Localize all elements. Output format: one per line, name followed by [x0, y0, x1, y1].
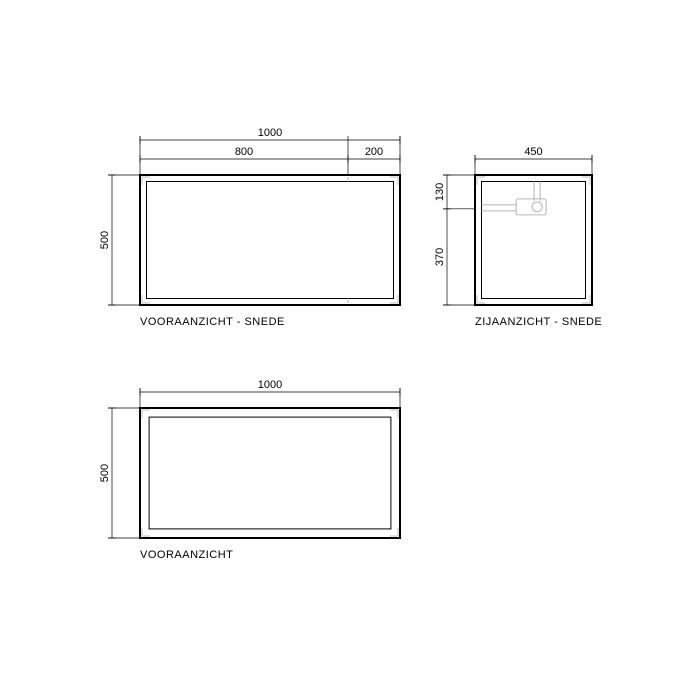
front-vdim-0-label: 500	[99, 464, 111, 482]
side_section-vdim-1: 370	[434, 209, 451, 305]
side_section-hdim-0-label: 450	[524, 146, 542, 158]
front_section-vdim-0-label: 500	[99, 231, 111, 249]
technical-drawing: VOORAANZICHT - SNEDE 1000 800 200 500 ZIJAANZ…	[0, 0, 700, 700]
side_section-vdim-1-label: 370	[434, 248, 446, 266]
side_section-hdim-0: 450	[475, 146, 592, 163]
side_section-vdim-0: 130	[434, 175, 451, 209]
front_section-caption: VOORAANZICHT - SNEDE	[140, 316, 285, 328]
front-caption: VOORAANZICHT	[140, 549, 233, 561]
view-front: VOORAANZICHT	[108, 388, 400, 561]
front_section-hdim-1: 800	[140, 146, 348, 163]
front-inner-box	[149, 417, 391, 529]
front-outer-box	[140, 408, 400, 538]
view-side_section: ZIJAANZICHT - SNEDE	[443, 155, 602, 328]
side_section-outer-box	[475, 175, 592, 305]
front-hdim-0-label: 1000	[258, 379, 282, 391]
side_section-vdim-0-label: 130	[434, 183, 446, 201]
front_section-hdim-0-label: 1000	[258, 127, 282, 139]
front_section-vdim-0: 500	[99, 175, 116, 305]
front_section-outer-box	[140, 175, 400, 305]
front_section-hdim-2: 200	[348, 146, 400, 163]
trap-detail	[482, 182, 547, 215]
front_section-hdim-1-label: 800	[235, 146, 253, 158]
front-vdim-0: 500	[99, 408, 116, 538]
side_section-caption: ZIJAANZICHT - SNEDE	[475, 316, 602, 328]
front-hdim-0: 1000	[140, 379, 400, 396]
front_section-hdim-0: 1000	[140, 127, 400, 144]
front_section-inner-box	[147, 182, 394, 299]
front_section-hdim-2-label: 200	[365, 146, 383, 158]
view-front_section: VOORAANZICHT - SNEDE	[108, 136, 400, 328]
